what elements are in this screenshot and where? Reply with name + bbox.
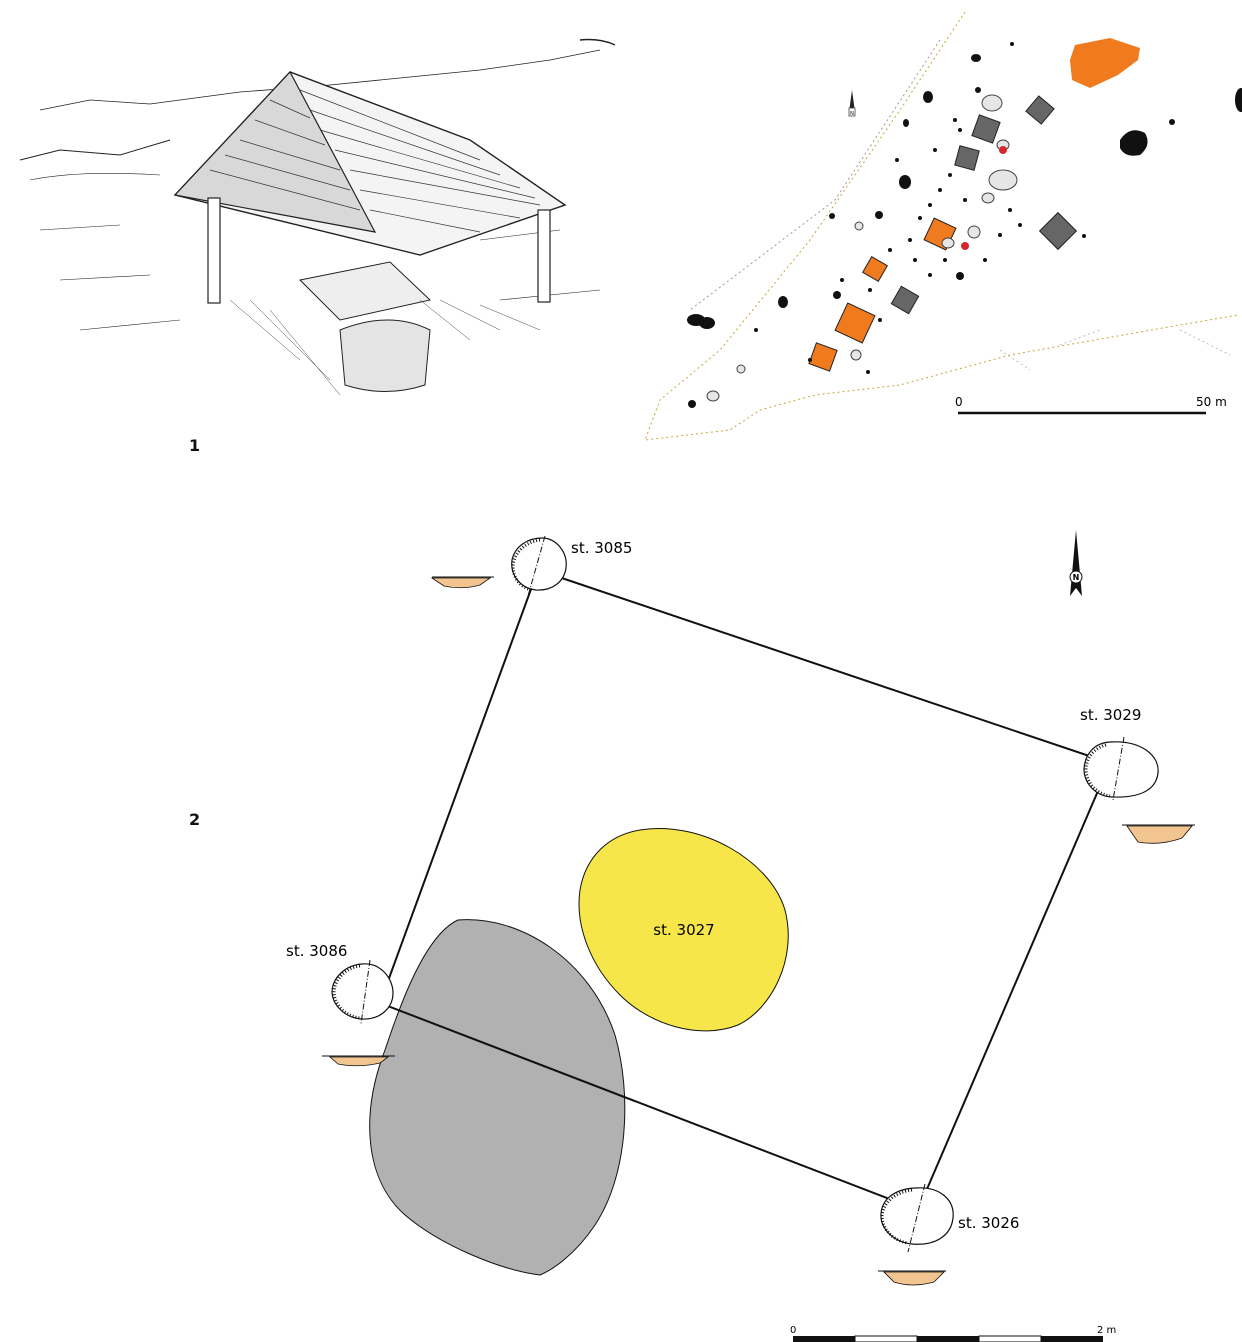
svg-text:N: N	[850, 111, 854, 117]
scale-zero-label: 0	[955, 395, 963, 409]
excavation-boundary	[644, 11, 1239, 441]
label-st-3029: st. 3029	[1080, 706, 1141, 724]
posthole-3029	[1083, 736, 1195, 844]
figure-label-1: 1	[189, 436, 201, 455]
label-st-3027: st. 3027	[653, 921, 714, 939]
scale-bar: 0 2 m	[790, 1325, 1116, 1342]
building-outline	[379, 569, 1111, 1211]
grey-pit	[369, 919, 626, 1276]
posthole-3086	[322, 959, 395, 1067]
central-pit	[578, 828, 789, 1032]
site-map: N 0 50 m	[644, 11, 1242, 441]
figure-label-2: 2	[189, 810, 201, 829]
north-arrow-icon: N	[848, 90, 856, 117]
svg-text:N: N	[1073, 573, 1080, 582]
posthole-3085	[430, 535, 567, 597]
scale-bar: 0 50 m	[955, 395, 1227, 415]
reconstruction-sketch	[19, 38, 616, 396]
north-arrow-icon: N	[1069, 530, 1083, 596]
label-st-3085: st. 3085	[571, 539, 632, 557]
label-st-3086: st. 3086	[286, 942, 347, 960]
structure-plan	[971, 114, 1001, 144]
scale-end-label: 50 m	[1196, 395, 1227, 409]
plan-scale-zero: 0	[790, 1325, 796, 1336]
posthole-3026	[878, 1183, 954, 1286]
plan-scale-end: 2 m	[1097, 1325, 1116, 1336]
burnt-area	[1070, 38, 1140, 88]
label-st-3026: st. 3026	[958, 1214, 1019, 1232]
